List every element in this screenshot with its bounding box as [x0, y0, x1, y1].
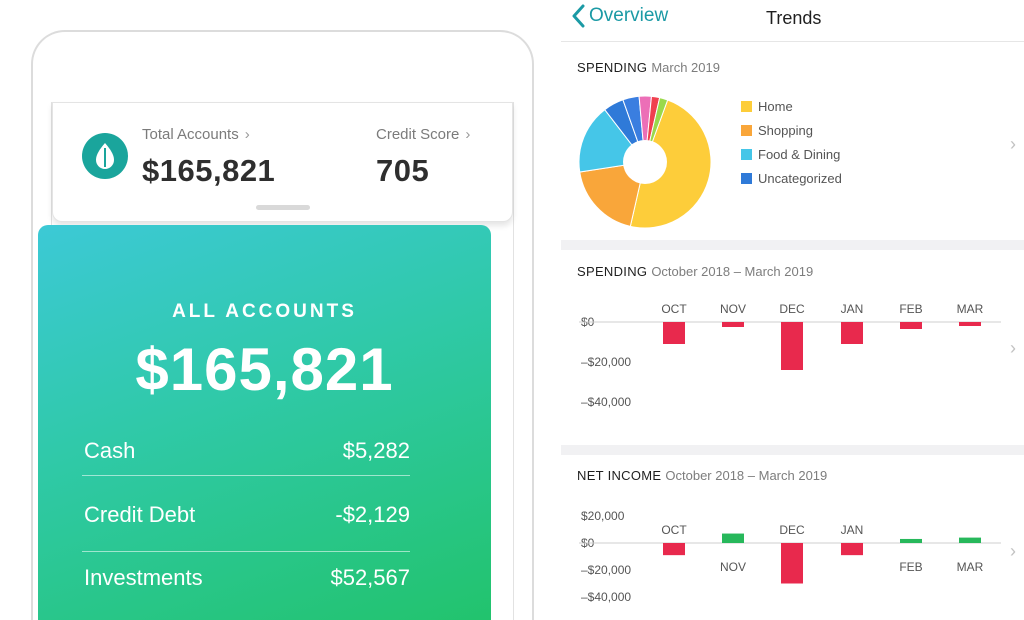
- spending-pie-chart: [578, 95, 712, 229]
- legend-label: Uncategorized: [758, 171, 842, 186]
- section-separator: [561, 240, 1024, 250]
- accounts-summary-panel: Total Accounts › $165,821 Credit Score › 7…: [52, 102, 513, 222]
- section-heading: NET INCOME October 2018 – March 2019: [577, 468, 827, 483]
- chevron-left-icon: [572, 4, 585, 28]
- legend-item: Shopping: [741, 123, 813, 138]
- section-heading: SPENDING March 2019: [577, 60, 720, 75]
- account-row-investments[interactable]: Investments $52,567: [84, 552, 410, 604]
- bar-oct: [663, 322, 685, 344]
- total-accounts-value: $165,821: [142, 153, 276, 188]
- divider: [82, 475, 410, 476]
- legend-swatch: [741, 101, 752, 112]
- x-tick-label: DEC: [779, 523, 805, 537]
- account-value: -$2,129: [335, 502, 410, 527]
- section-period: October 2018 – March 2019: [651, 264, 814, 279]
- section-period: March 2019: [651, 60, 720, 75]
- page-title: Trends: [766, 8, 822, 28]
- mint-leaf-icon: [82, 133, 128, 179]
- x-tick-label: NOV: [720, 560, 746, 574]
- section-title: NET INCOME: [577, 468, 662, 483]
- x-tick-label: NOV: [720, 302, 746, 316]
- chevron-right-icon: ›: [465, 126, 471, 143]
- bar-feb: [900, 538, 922, 543]
- account-label: Credit Debt: [84, 502, 196, 527]
- bar-dec: [781, 543, 803, 584]
- credit-score-label: Credit Score: [376, 126, 460, 143]
- y-tick-label: –$40,000: [581, 395, 631, 409]
- bar-mar: [959, 322, 981, 326]
- back-button[interactable]: Overview: [571, 4, 668, 28]
- y-tick-label: –$20,000: [581, 563, 631, 577]
- legend-item: Food & Dining: [741, 147, 840, 162]
- credit-score-value: 705: [376, 153, 430, 188]
- bar-dec: [781, 322, 803, 370]
- all-accounts-total: $165,821: [135, 336, 394, 403]
- legend-label: Home: [758, 99, 793, 114]
- account-label: Investments: [84, 565, 203, 590]
- section-title: SPENDING: [577, 264, 648, 279]
- bar-feb: [900, 322, 922, 329]
- x-tick-label: DEC: [779, 302, 805, 316]
- account-value: $52,567: [330, 565, 410, 590]
- section-separator: [561, 445, 1024, 455]
- account-row-credit-debt[interactable]: Credit Debt -$2,129: [84, 489, 410, 541]
- legend-item: Uncategorized: [741, 171, 842, 186]
- y-tick-label: –$20,000: [581, 355, 631, 369]
- chevron-right-icon[interactable]: ›: [1010, 134, 1016, 154]
- bar-nov: [722, 322, 744, 327]
- legend-swatch: [741, 173, 752, 184]
- back-label: Overview: [589, 5, 669, 26]
- total-accounts-link[interactable]: Total Accounts ›: [142, 126, 250, 143]
- account-label: Cash: [84, 438, 136, 463]
- x-tick-label: JAN: [841, 523, 864, 537]
- legend-item: Home: [741, 99, 793, 114]
- divider: [82, 551, 410, 552]
- legend-swatch: [741, 125, 752, 136]
- bar-oct: [663, 543, 685, 556]
- section-heading: SPENDING October 2018 – March 2019: [577, 264, 813, 279]
- x-tick-label: JAN: [841, 302, 864, 316]
- bar-jan: [841, 322, 863, 344]
- chevron-right-icon[interactable]: ›: [1010, 541, 1016, 561]
- section-period: October 2018 – March 2019: [665, 468, 828, 483]
- x-tick-label: FEB: [899, 560, 922, 574]
- chevron-right-icon: ›: [244, 126, 250, 143]
- x-tick-label: OCT: [661, 523, 687, 537]
- legend-label: Shopping: [758, 123, 813, 138]
- legend-swatch: [741, 149, 752, 160]
- nav-bar: Overview Trends: [561, 0, 1024, 42]
- x-tick-label: FEB: [899, 302, 922, 316]
- x-tick-label: MAR: [957, 560, 984, 574]
- pie-slice-shopping: [579, 161, 646, 227]
- legend-label: Food & Dining: [758, 147, 841, 162]
- x-tick-label: MAR: [957, 302, 984, 316]
- all-accounts-card[interactable]: ALL ACCOUNTS $165,821 Cash $5,282 Credit…: [38, 225, 491, 620]
- pie-slice-home: [629, 99, 712, 229]
- trends-screen: Overview Trends SPENDING March 2019 Home …: [561, 0, 1024, 620]
- bar-jan: [841, 543, 863, 556]
- total-accounts-label: Total Accounts: [142, 126, 239, 143]
- chevron-right-icon[interactable]: ›: [1010, 338, 1016, 358]
- bar-nov: [722, 533, 744, 543]
- bar-mar: [959, 537, 981, 543]
- credit-score-link[interactable]: Credit Score ›: [376, 126, 470, 143]
- account-value: $5,282: [342, 438, 410, 463]
- drag-handle[interactable]: [256, 205, 310, 210]
- account-row-cash[interactable]: Cash $5,282: [84, 425, 410, 477]
- y-tick-label: –$40,000: [581, 590, 631, 604]
- y-tick-label: $20,000: [581, 509, 625, 523]
- pie-center-hole: [623, 140, 667, 184]
- all-accounts-title: ALL ACCOUNTS: [172, 301, 357, 322]
- section-title: SPENDING: [577, 60, 648, 75]
- x-tick-label: OCT: [661, 302, 687, 316]
